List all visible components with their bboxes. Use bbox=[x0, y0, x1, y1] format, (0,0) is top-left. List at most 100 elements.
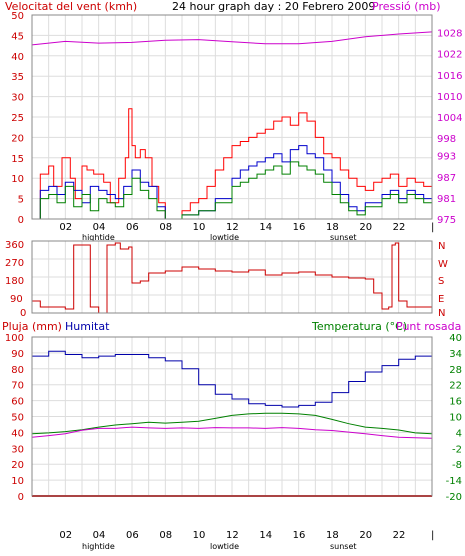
panel1-ytick-50: 50 bbox=[11, 11, 24, 22]
panel3-title-rain: Pluja (mm) bbox=[2, 320, 62, 333]
panel3-xtick-3: 08 bbox=[159, 530, 172, 541]
panel1-ytick-40: 40 bbox=[11, 52, 24, 63]
panel3-ytick-30: 30 bbox=[11, 444, 24, 455]
panel3-xtick-8: 18 bbox=[326, 530, 339, 541]
panel1-y2tick-1004: 1004 bbox=[437, 113, 462, 124]
panel3-xtick-11: | bbox=[431, 530, 434, 541]
panel2-series-direction bbox=[32, 242, 433, 314]
panel1-ytick-5: 5 bbox=[18, 195, 24, 206]
panel3-y2tick-22: 22 bbox=[449, 381, 462, 392]
panel1-series-wind-avg bbox=[32, 161, 433, 220]
panel3-xtick-4: 10 bbox=[193, 530, 206, 541]
panel1-event-sunset: sunset bbox=[330, 233, 357, 242]
panel1-event-lowtide: lowtide bbox=[210, 233, 239, 242]
panel1-y2tick-1022: 1022 bbox=[437, 50, 462, 61]
panel3-frame bbox=[31, 336, 433, 497]
panel3-ytick-0: 0 bbox=[18, 492, 24, 503]
panel2-ytick-360: 360 bbox=[5, 240, 24, 251]
panel1-xtick-10: 22 bbox=[393, 222, 406, 233]
panel2-compass-e: E bbox=[438, 294, 444, 305]
panel1-series-wind-gust bbox=[32, 108, 433, 220]
panel3-ytick-20: 20 bbox=[11, 460, 24, 471]
panel3-y2tick-4: 4 bbox=[456, 428, 462, 439]
panel2-ytick-90: 90 bbox=[10, 294, 23, 305]
panel1-xtick-2: 06 bbox=[126, 222, 139, 233]
panel2-compass-w: W bbox=[438, 259, 448, 270]
panel3-series-temperature bbox=[31, 412, 433, 435]
panel3-ytick-10: 10 bbox=[11, 476, 24, 487]
panel1-ytick-20: 20 bbox=[11, 133, 24, 144]
panel3-event-hightide: hightide bbox=[82, 542, 115, 551]
panel1-xtick-1: 04 bbox=[93, 222, 106, 233]
panel3-ytick-60: 60 bbox=[11, 397, 24, 408]
panel3-y2tick--8: -8 bbox=[452, 460, 462, 471]
panel2-compass-n-bottom: N bbox=[438, 308, 445, 319]
panel1-ytick-35: 35 bbox=[11, 72, 24, 83]
panel3-y2tick-10: 10 bbox=[449, 413, 462, 424]
panel1-y2tick-987: 987 bbox=[437, 173, 456, 184]
panel1-y2tick-1016: 1016 bbox=[437, 71, 462, 82]
panel1-xtick-7: 16 bbox=[293, 222, 306, 233]
panel2-ytick-270: 270 bbox=[5, 258, 24, 269]
panel1-xtick-0: 02 bbox=[59, 222, 72, 233]
panel3-ytick-80: 80 bbox=[11, 365, 24, 376]
panel1-series-pressure bbox=[31, 31, 433, 46]
panel3-ytick-90: 90 bbox=[11, 349, 24, 360]
panel3-y2tick--20: -20 bbox=[446, 492, 462, 503]
panel1-xtick-5: 12 bbox=[226, 222, 239, 233]
panel1-y2tick-993: 993 bbox=[437, 152, 456, 163]
panel3-series-humidity bbox=[32, 350, 433, 408]
panel1-ytick-45: 45 bbox=[11, 31, 24, 42]
panel3-xtick-7: 16 bbox=[293, 530, 306, 541]
panel3-y2tick-16: 16 bbox=[449, 397, 462, 408]
panel1-ytick-0: 0 bbox=[18, 215, 24, 226]
panel3-title-temp: Temperatura (°C) bbox=[311, 320, 407, 333]
panel3-xtick-6: 14 bbox=[259, 530, 272, 541]
panel3-ytick-70: 70 bbox=[11, 381, 24, 392]
panel3-ytick-100: 100 bbox=[5, 333, 24, 344]
panel3-xtick-9: 20 bbox=[359, 530, 372, 541]
panel3-ticks: 0 10 20 30 40 50 60 70 80 90 100 -20 -14 -8 -2 4 10 16 22 2… bbox=[5, 333, 462, 541]
panel1-xtick-8: 18 bbox=[326, 222, 339, 233]
panel1-y2tick-1010: 1010 bbox=[437, 92, 462, 103]
panel1-ticks: 0510152025303540455097598198799399810041… bbox=[11, 11, 462, 233]
panel1-title-left: Velocitat del vent (kmh) bbox=[5, 0, 137, 13]
panel3-xtick-5: 12 bbox=[226, 530, 239, 541]
panel2-series bbox=[32, 242, 433, 314]
panel3-ytick-50: 50 bbox=[11, 413, 24, 424]
panel2-frame bbox=[31, 240, 433, 314]
panel1-ytick-15: 15 bbox=[11, 154, 24, 165]
panel3-series-dewpoint bbox=[31, 426, 433, 439]
panel1-xtick-3: 08 bbox=[159, 222, 172, 233]
panel3-title-humidity: Humitat bbox=[65, 320, 110, 333]
panel1-ytick-10: 10 bbox=[11, 174, 24, 185]
panel1-y2tick-975: 975 bbox=[437, 215, 456, 226]
panel1-xtick-9: 20 bbox=[359, 222, 372, 233]
panel3-y2tick-34: 34 bbox=[449, 349, 462, 360]
panel2-compass-s: S bbox=[438, 276, 444, 287]
panel3-y2tick-40: 40 bbox=[449, 333, 462, 344]
panel1-xtick-6: 14 bbox=[259, 222, 272, 233]
panel3-xtick-1: 04 bbox=[93, 530, 106, 541]
panel1-series-wind-blue bbox=[32, 145, 433, 220]
panel1-y2tick-1028: 1028 bbox=[437, 29, 462, 40]
panel3-ytick-40: 40 bbox=[11, 428, 24, 439]
panel2-ytick-180: 180 bbox=[5, 276, 24, 287]
panel3-event-lowtide: lowtide bbox=[210, 542, 239, 551]
panel3-xtick-10: 22 bbox=[393, 530, 406, 541]
panel3-xtick-0: 02 bbox=[59, 530, 72, 541]
panel2-ytick-0: 0 bbox=[20, 308, 26, 319]
panel1-y2tick-981: 981 bbox=[437, 194, 456, 205]
panel3-y2tick-28: 28 bbox=[449, 365, 462, 376]
panel1-xtick-4: 10 bbox=[193, 222, 206, 233]
panel2-ticks: 360 270 180 90 0 N W S E N bbox=[5, 240, 448, 319]
panel1-title-center: 24 hour graph day : 20 Febrero 2009 bbox=[172, 0, 375, 13]
panel1-frame bbox=[31, 14, 433, 220]
panel3-y2tick--2: -2 bbox=[452, 444, 462, 455]
panel1-ytick-25: 25 bbox=[11, 113, 24, 124]
panel2-compass-n-top: N bbox=[438, 241, 445, 252]
panel1-ytick-30: 30 bbox=[11, 93, 24, 104]
panel1-y2tick-998: 998 bbox=[437, 134, 456, 145]
panel3-title-dew: Punt rosada bbox=[396, 320, 461, 333]
